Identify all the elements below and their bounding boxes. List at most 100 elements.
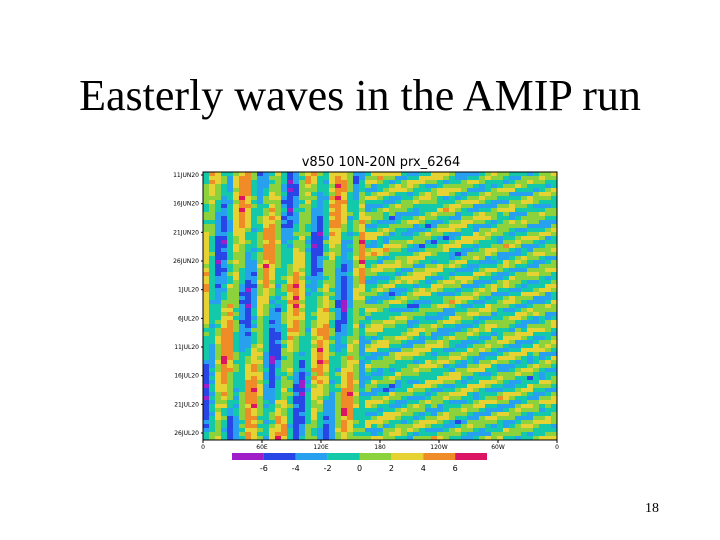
plot-cell: [323, 420, 329, 424]
plot-cell: [479, 248, 485, 252]
plot-cell: [383, 328, 389, 332]
plot-cell: [395, 320, 401, 324]
plot-cell: [251, 248, 257, 252]
plot-cell: [467, 188, 473, 192]
plot-cell: [329, 404, 335, 408]
plot-cell: [305, 340, 311, 344]
plot-cell: [527, 388, 533, 392]
plot-cell: [491, 320, 497, 324]
plot-cell: [305, 424, 311, 428]
plot-cell: [275, 332, 281, 336]
plot-cell: [353, 172, 359, 176]
plot-cell: [425, 412, 431, 416]
plot-cell: [215, 320, 221, 324]
plot-cell: [389, 256, 395, 260]
plot-cell: [515, 324, 521, 328]
plot-cell: [359, 412, 365, 416]
plot-cell: [551, 248, 557, 252]
plot-cell: [479, 344, 485, 348]
plot-cell: [335, 432, 341, 436]
plot-cell: [245, 372, 251, 376]
plot-cell: [287, 416, 293, 420]
plot-cell: [479, 292, 485, 296]
plot-cell: [233, 416, 239, 420]
plot-cell: [449, 196, 455, 200]
plot-cell: [305, 412, 311, 416]
plot-cell: [371, 212, 377, 216]
plot-cell: [293, 268, 299, 272]
plot-cell: [461, 216, 467, 220]
plot-cell: [305, 408, 311, 412]
plot-cell: [281, 360, 287, 364]
plot-cell: [353, 268, 359, 272]
plot-cell: [461, 260, 467, 264]
plot-cell: [407, 332, 413, 336]
plot-cell: [317, 300, 323, 304]
plot-cell: [269, 404, 275, 408]
plot-cell: [509, 180, 515, 184]
plot-cell: [269, 288, 275, 292]
plot-cell: [341, 240, 347, 244]
plot-cell: [335, 312, 341, 316]
plot-cell: [503, 188, 509, 192]
plot-cell: [503, 392, 509, 396]
plot-cell: [485, 240, 491, 244]
plot-cell: [347, 284, 353, 288]
plot-cell: [407, 392, 413, 396]
plot-cell: [329, 384, 335, 388]
plot-cell: [527, 256, 533, 260]
plot-cell: [311, 424, 317, 428]
plot-cell: [491, 304, 497, 308]
plot-cell: [401, 236, 407, 240]
plot-cell: [215, 368, 221, 372]
plot-cell: [479, 384, 485, 388]
plot-cell: [353, 292, 359, 296]
plot-cell: [515, 260, 521, 264]
plot-cell: [521, 408, 527, 412]
plot-cell: [491, 212, 497, 216]
plot-cell: [545, 196, 551, 200]
plot-cell: [335, 336, 341, 340]
plot-cell: [473, 208, 479, 212]
plot-cell: [527, 172, 533, 176]
plot-cell: [275, 284, 281, 288]
plot-cell: [425, 212, 431, 216]
plot-cell: [239, 180, 245, 184]
plot-cell: [335, 376, 341, 380]
plot-cell: [407, 432, 413, 436]
plot-cell: [521, 376, 527, 380]
plot-cell: [449, 204, 455, 208]
plot-cell: [341, 348, 347, 352]
plot-cell: [371, 216, 377, 220]
plot-cell: [515, 308, 521, 312]
plot-cell: [467, 236, 473, 240]
plot-cell: [401, 224, 407, 228]
plot-cell: [305, 376, 311, 380]
plot-cell: [257, 276, 263, 280]
plot-cell: [479, 224, 485, 228]
plot-cell: [215, 404, 221, 408]
plot-cell: [407, 388, 413, 392]
plot-cell: [455, 220, 461, 224]
plot-cell: [455, 368, 461, 372]
plot-cell: [467, 276, 473, 280]
plot-cell: [389, 420, 395, 424]
plot-cell: [473, 356, 479, 360]
plot-cell: [509, 228, 515, 232]
plot-cell: [245, 416, 251, 420]
plot-cell: [269, 420, 275, 424]
plot-cell: [239, 172, 245, 176]
plot-cell: [497, 340, 503, 344]
plot-cell: [209, 392, 215, 396]
plot-cell: [329, 236, 335, 240]
plot-cell: [353, 296, 359, 300]
plot-cell: [287, 352, 293, 356]
plot-cell: [263, 432, 269, 436]
plot-cell: [419, 384, 425, 388]
plot-cell: [233, 260, 239, 264]
plot-cell: [347, 344, 353, 348]
plot-cell: [551, 188, 557, 192]
plot-cell: [527, 268, 533, 272]
plot-cell: [353, 304, 359, 308]
plot-cell: [239, 212, 245, 216]
